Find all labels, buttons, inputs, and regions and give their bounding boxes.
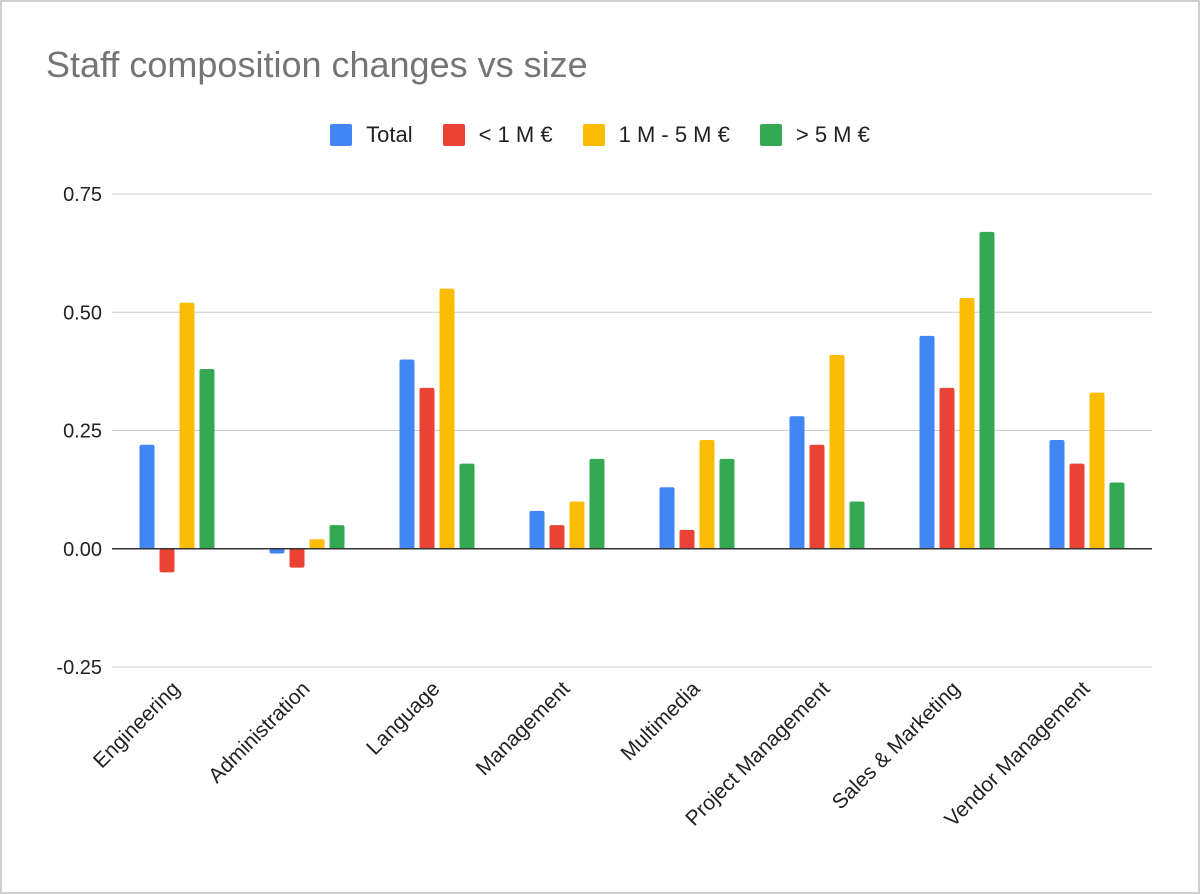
legend-item-large: > 5 M € — [759, 122, 870, 148]
y-tick-label: 0.25 — [63, 421, 102, 443]
chart-legend: Total < 1 M € 1 M - 5 M € > 5 M € — [0, 120, 1200, 150]
bar — [569, 501, 585, 549]
legend-label-large: > 5 M € — [795, 122, 870, 147]
x-tick-label: Administration — [204, 677, 314, 787]
bar — [939, 387, 955, 549]
legend-swatch-total — [330, 124, 353, 146]
y-tick-label: -0.25 — [56, 657, 102, 679]
legend-item-small: < 1 M € — [442, 122, 553, 148]
legend-label-medium: 1 M - 5 M € — [618, 122, 730, 147]
bar — [719, 458, 735, 549]
x-tick-label: Multimedia — [616, 677, 704, 765]
bar — [1049, 439, 1065, 549]
bar — [829, 354, 845, 549]
bar — [139, 444, 155, 549]
bar — [659, 487, 675, 549]
bar — [329, 525, 345, 549]
bar — [549, 525, 565, 549]
x-tick-label: Management — [472, 677, 575, 780]
bar — [159, 548, 175, 573]
legend-item-medium: 1 M - 5 M € — [582, 122, 730, 148]
bar — [699, 439, 715, 549]
bar — [849, 501, 865, 549]
bar — [529, 510, 545, 549]
bar — [289, 548, 305, 568]
legend-swatch-medium — [582, 124, 605, 146]
bar — [459, 463, 475, 549]
legend-label-total: Total — [366, 122, 413, 147]
x-tick-label: Project Management — [681, 677, 834, 830]
bar — [439, 288, 455, 549]
bar — [679, 529, 695, 549]
bar — [789, 416, 805, 549]
y-tick-label: 0.50 — [63, 302, 102, 324]
bar — [1089, 392, 1105, 549]
legend-label-small: < 1 M € — [478, 122, 553, 147]
bar — [309, 539, 325, 549]
bar — [979, 231, 995, 549]
x-tick-label: Engineering — [89, 677, 185, 773]
bar — [419, 387, 435, 549]
legend-item-total: Total — [330, 122, 413, 148]
bar — [269, 548, 285, 554]
y-tick-label: 0.75 — [63, 184, 102, 206]
x-tick-label: Sales & Marketing — [828, 677, 965, 814]
bar — [959, 298, 975, 549]
bar — [809, 444, 825, 549]
chart-title: Staff composition changes vs size — [46, 44, 588, 85]
x-tick-label: Language — [362, 677, 444, 759]
bar — [919, 335, 935, 549]
bar — [199, 369, 215, 549]
bar — [589, 458, 605, 549]
y-tick-label: 0.00 — [63, 539, 102, 561]
bar — [399, 359, 415, 549]
bar — [1069, 463, 1085, 549]
x-tick-label: Vendor Management — [940, 677, 1094, 831]
legend-swatch-small — [442, 124, 465, 146]
bar — [1109, 482, 1125, 549]
legend-swatch-large — [759, 124, 782, 146]
bar — [179, 302, 195, 549]
